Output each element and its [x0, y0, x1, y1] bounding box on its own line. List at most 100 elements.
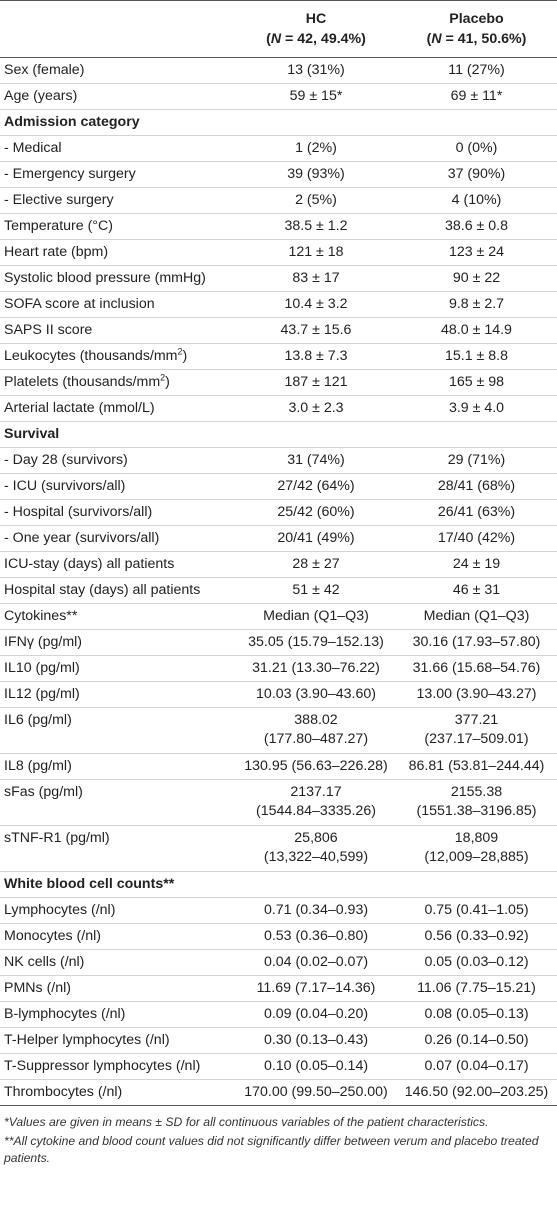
- row-label-text: - Emergency surgery: [4, 166, 136, 182]
- hc-value: 25,806: [294, 830, 338, 846]
- row-label-text: Platelets (thousands/mm: [4, 374, 161, 390]
- row-label: IL6 (pg/ml): [0, 708, 236, 754]
- row-label-text: White blood cell counts**: [4, 876, 175, 892]
- hc-value: 0.09 (0.04–0.20): [263, 1006, 369, 1022]
- table-row: Monocytes (/nl) 0.53 (0.36–0.80) 0.56 (0.3…: [0, 924, 557, 950]
- row-label: NK cells (/nl): [0, 950, 236, 976]
- hc-value: Median (Q1–Q3): [263, 608, 369, 624]
- placebo-value-cell: 17/40 (42%): [396, 526, 557, 552]
- hc-value-cell: 170.00 (99.50–250.00): [236, 1080, 396, 1106]
- placebo-value-cell: [396, 872, 557, 898]
- row-label: ICU-stay (days) all patients: [0, 552, 236, 578]
- hc-value-cell: 27/42 (64%): [236, 474, 396, 500]
- row-label-text: Systolic blood pressure (mmHg): [4, 270, 206, 286]
- placebo-value-cell: 0.08 (0.05–0.13): [396, 1002, 557, 1028]
- hc-value-cell: [236, 872, 396, 898]
- placebo-value-range: (1551.38–3196.85): [416, 803, 537, 819]
- hc-value: 27/42 (64%): [277, 478, 355, 494]
- row-label: B-lymphocytes (/nl): [0, 1002, 236, 1028]
- hc-value-cell: 28 ± 27: [236, 552, 396, 578]
- placebo-value: 165 ± 98: [448, 374, 505, 390]
- header-variable: [0, 1, 236, 58]
- hc-value-cell: [236, 110, 396, 136]
- hc-value-cell: 83 ± 17: [236, 266, 396, 292]
- row-label: Cytokines**: [0, 604, 236, 630]
- row-label-text: B-lymphocytes (/nl): [4, 1006, 126, 1022]
- row-label: Sex (female): [0, 58, 236, 84]
- row-label-end: ): [182, 348, 188, 364]
- table-row: IL10 (pg/ml) 31.21 (13.30–76.22) 31.66 (15…: [0, 656, 557, 682]
- hc-value: 11.69 (7.17–14.36): [256, 980, 376, 996]
- table-row: B-lymphocytes (/nl) 0.09 (0.04–0.20) 0.08 …: [0, 1002, 557, 1028]
- row-label-text: - Day 28 (survivors): [4, 452, 128, 468]
- row-label: SAPS II score: [0, 318, 236, 344]
- row-label: Monocytes (/nl): [0, 924, 236, 950]
- table-row: Thrombocytes (/nl) 170.00 (99.50–250.00) 1…: [0, 1080, 557, 1106]
- placebo-value: 0.26 (0.14–0.50): [424, 1032, 529, 1048]
- placebo-value-cell: 0 (0%): [396, 136, 557, 162]
- row-label-text: IFNγ (pg/ml): [4, 634, 83, 650]
- row-label: IL8 (pg/ml): [0, 754, 236, 780]
- placebo-value-cell: 11.06 (7.75–15.21): [396, 976, 557, 1002]
- row-label: White blood cell counts**: [0, 872, 236, 898]
- section-header-row: White blood cell counts**: [0, 872, 557, 898]
- section-header-row: Admission category: [0, 110, 557, 136]
- row-label-text: IL8 (pg/ml): [4, 758, 72, 774]
- header-placebo: Placebo (N = 41, 50.6%): [396, 1, 557, 58]
- hc-value-cell: 388.02 (177.80–487.27): [236, 708, 396, 754]
- placebo-value: 0.56 (0.33–0.92): [424, 928, 529, 944]
- placebo-value: 2155.38: [450, 784, 503, 800]
- placebo-value: 17/40 (42%): [437, 530, 516, 546]
- row-label-text: IL10 (pg/ml): [4, 660, 80, 676]
- row-label: Admission category: [0, 110, 236, 136]
- row-label: Heart rate (bpm): [0, 240, 236, 266]
- row-label: Systolic blood pressure (mmHg): [0, 266, 236, 292]
- placebo-value-cell: 11 (27%): [396, 58, 557, 84]
- hc-value: 0.10 (0.05–0.14): [263, 1058, 369, 1074]
- row-label: sTNF-R1 (pg/ml): [0, 826, 236, 872]
- row-label: SOFA score at inclusion: [0, 292, 236, 318]
- row-label-text: IL6 (pg/ml): [4, 712, 72, 728]
- table-row: Temperature (°C) 38.5 ± 1.2 38.6 ± 0.8: [0, 214, 557, 240]
- row-label-text: IL12 (pg/ml): [4, 686, 80, 702]
- hc-value: 121 ± 18: [288, 244, 344, 260]
- row-label: IL12 (pg/ml): [0, 682, 236, 708]
- placebo-value: 28/41 (68%): [437, 478, 516, 494]
- row-label: Platelets (thousands/mm2): [0, 370, 236, 396]
- row-label-text: SOFA score at inclusion: [4, 296, 155, 312]
- hc-value: 130.95 (56.63–226.28): [244, 758, 388, 774]
- hc-value-cell: 13 (31%): [236, 58, 396, 84]
- row-label: Lymphocytes (/nl): [0, 898, 236, 924]
- table-row: SAPS II score 43.7 ± 15.6 48.0 ± 14.9: [0, 318, 557, 344]
- placebo-value: 13.00 (3.90–43.27): [416, 686, 537, 702]
- placebo-value-cell: 30.16 (17.93–57.80): [396, 630, 557, 656]
- hc-value-cell: 38.5 ± 1.2: [236, 214, 396, 240]
- placebo-value: 0.08 (0.05–0.13): [424, 1006, 529, 1022]
- row-label-text: Monocytes (/nl): [4, 928, 101, 944]
- row-label: - One year (survivors/all): [0, 526, 236, 552]
- hc-value-cell: 51 ± 42: [236, 578, 396, 604]
- placebo-value-cell: 4 (10%): [396, 188, 557, 214]
- placebo-value-cell: 26/41 (63%): [396, 500, 557, 526]
- row-label: - Day 28 (survivors): [0, 448, 236, 474]
- hc-value-cell: 1 (2%): [236, 136, 396, 162]
- section-header-row: Survival: [0, 422, 557, 448]
- superscript: 2: [160, 372, 166, 383]
- row-label-text: sFas (pg/ml): [4, 784, 83, 800]
- row-label: Age (years): [0, 84, 236, 110]
- placebo-value: 3.9 ± 4.0: [448, 400, 505, 416]
- hc-value: 83 ± 17: [292, 270, 340, 286]
- placebo-value-cell: 69 ± 11*: [396, 84, 557, 110]
- header-placebo-n: (N = 41, 50.6%): [426, 31, 527, 47]
- placebo-value-cell: 0.07 (0.04–0.17): [396, 1054, 557, 1080]
- table-row: Age (years) 59 ± 15* 69 ± 11*: [0, 84, 557, 110]
- table-row: Heart rate (bpm) 121 ± 18 123 ± 24: [0, 240, 557, 266]
- placebo-value-cell: 377.21 (237.17–509.01): [396, 708, 557, 754]
- row-label: Hospital stay (days) all patients: [0, 578, 236, 604]
- placebo-value: 30.16 (17.93–57.80): [412, 634, 541, 650]
- table-row: T-Helper lymphocytes (/nl) 0.30 (0.13–0.4…: [0, 1028, 557, 1054]
- placebo-value: 377.21: [454, 712, 499, 728]
- placebo-value: 11 (27%): [448, 62, 505, 78]
- row-label-text: Sex (female): [4, 62, 85, 78]
- placebo-value: 38.6 ± 0.8: [444, 218, 508, 234]
